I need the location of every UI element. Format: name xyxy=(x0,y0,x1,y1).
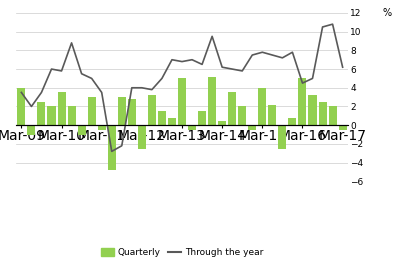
Bar xyxy=(339,125,347,130)
Bar xyxy=(148,95,156,125)
Bar xyxy=(27,125,36,134)
Bar xyxy=(208,77,216,125)
Bar xyxy=(118,97,126,125)
Bar xyxy=(67,106,76,125)
Bar xyxy=(188,125,196,130)
Y-axis label: %: % xyxy=(383,8,392,18)
Bar xyxy=(98,125,106,130)
Bar xyxy=(178,78,186,125)
Bar xyxy=(258,88,266,125)
Bar xyxy=(128,99,136,125)
Legend: Quarterly, Through the year: Quarterly, Through the year xyxy=(97,245,267,259)
Bar xyxy=(279,125,286,149)
Bar xyxy=(47,106,56,125)
Bar xyxy=(238,106,246,125)
Bar xyxy=(88,97,96,125)
Bar xyxy=(108,125,116,170)
Bar xyxy=(308,95,317,125)
Bar xyxy=(228,92,236,125)
Bar xyxy=(168,118,176,125)
Bar xyxy=(248,125,256,130)
Bar xyxy=(38,102,45,125)
Bar xyxy=(198,111,206,125)
Bar xyxy=(328,106,337,125)
Bar xyxy=(158,111,166,125)
Bar xyxy=(288,118,297,125)
Bar xyxy=(218,120,226,125)
Bar xyxy=(138,125,146,149)
Bar xyxy=(299,78,306,125)
Bar xyxy=(319,102,326,125)
Bar xyxy=(58,92,65,125)
Bar xyxy=(78,125,85,134)
Bar xyxy=(268,105,276,125)
Bar xyxy=(17,88,25,125)
